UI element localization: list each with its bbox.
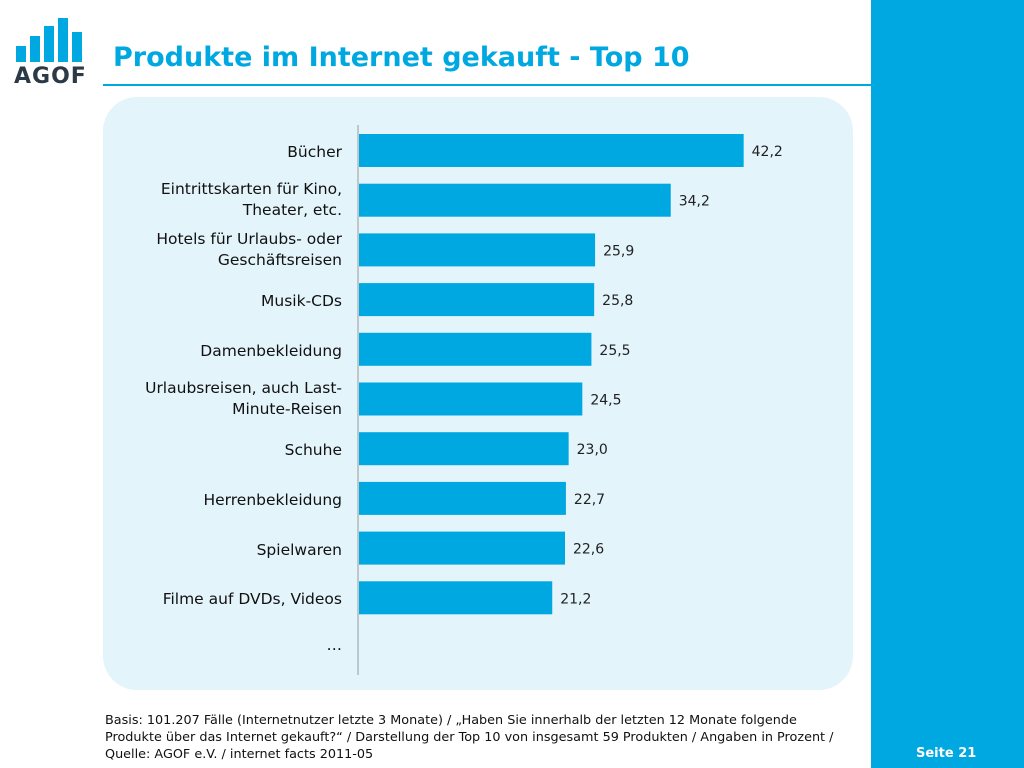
category-label-4: Musik-CDs bbox=[108, 291, 342, 312]
category-label-5: Damenbekleidung bbox=[108, 341, 342, 362]
bar-5 bbox=[359, 332, 592, 366]
value-label-6: 24,5 bbox=[590, 393, 621, 409]
value-label-7: 23,0 bbox=[577, 442, 608, 458]
page-title: Produkte im Internet gekauft - Top 10 bbox=[113, 42, 690, 73]
bar-10 bbox=[359, 581, 553, 615]
category-label-1: Bücher bbox=[108, 142, 342, 163]
category-label-line: Theater, etc. bbox=[242, 201, 342, 220]
logo-text: AGOF bbox=[14, 64, 87, 89]
category-label-8: Herrenbekleidung bbox=[108, 490, 342, 511]
category-label-3: Hotels für Urlaubs- oder Geschäftsreisen bbox=[108, 229, 342, 271]
bar-6 bbox=[359, 382, 583, 416]
value-label-8: 22,7 bbox=[574, 492, 605, 508]
bar-3 bbox=[359, 233, 596, 267]
category-label-line: Hotels für Urlaubs- oder bbox=[156, 229, 342, 248]
bar-7 bbox=[359, 432, 569, 466]
value-label-5: 25,5 bbox=[599, 343, 630, 359]
value-label-3: 25,9 bbox=[603, 243, 634, 259]
category-label-line: Urlaubsreisen, auch Last- bbox=[145, 379, 342, 397]
footnote: Basis: 101.207 Fälle (Internetnutzer let… bbox=[105, 713, 834, 762]
category-label-line: Schuhe bbox=[284, 441, 342, 460]
value-label-4: 25,8 bbox=[602, 293, 633, 309]
category-label-line: Damenbekleidung bbox=[200, 341, 342, 360]
category-label-7: Schuhe bbox=[108, 440, 342, 461]
right-side-band bbox=[871, 0, 1024, 768]
category-label-9: Spielwaren bbox=[108, 540, 342, 561]
value-label-10: 21,2 bbox=[560, 591, 591, 607]
category-label-2: Eintrittskarten für Kino, Theater, etc. bbox=[108, 179, 342, 221]
category-label-line: Herrenbekleidung bbox=[203, 490, 342, 509]
category-label-line: Eintrittskarten für Kino, bbox=[160, 180, 342, 199]
category-label-line: Geschäftsreisen bbox=[217, 250, 342, 269]
agof-logo: AGOF bbox=[14, 18, 90, 90]
page-number: Seite 21 bbox=[916, 746, 977, 761]
bar-chart: 42,2 34,2 25,9 25,8 25,5 24,5 23,0 22,7 22,6 21,2 bbox=[357, 125, 783, 675]
category-label-line: Musik-CDs bbox=[261, 292, 342, 311]
category-label-more: … bbox=[326, 636, 343, 654]
bar-8 bbox=[359, 481, 566, 515]
value-label-2: 34,2 bbox=[679, 194, 710, 210]
value-label-1: 42,2 bbox=[752, 144, 783, 160]
category-label-6: Urlaubsreisen, auch Last- Minute-Reisen bbox=[108, 378, 342, 420]
title-underline bbox=[103, 84, 871, 86]
logo-bars-icon bbox=[16, 18, 88, 62]
category-label-line: Minute-Reisen bbox=[232, 400, 342, 418]
bar-9 bbox=[359, 531, 565, 565]
bar-2 bbox=[359, 183, 671, 217]
category-label-10: Filme auf DVDs, Videos bbox=[108, 589, 342, 610]
category-label-line: Spielwaren bbox=[256, 540, 342, 559]
category-label-line: Bücher bbox=[287, 143, 342, 161]
bar-4 bbox=[359, 283, 595, 317]
value-label-9: 22,6 bbox=[573, 542, 604, 558]
category-label-line: Filme auf DVDs, Videos bbox=[162, 590, 342, 609]
bar-1 bbox=[359, 134, 744, 167]
